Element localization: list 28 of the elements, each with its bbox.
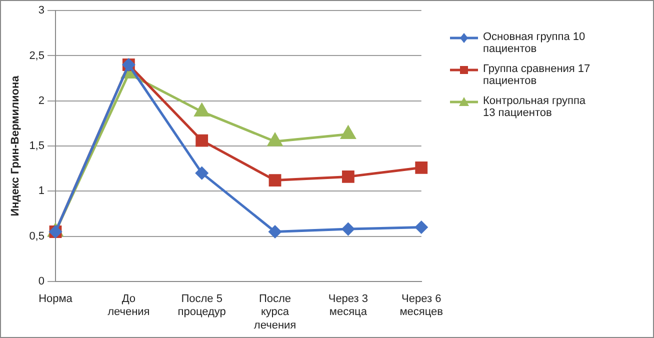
legend-label: Контрольная группа 13 пациентов	[483, 95, 587, 119]
point	[415, 161, 428, 174]
point	[268, 133, 282, 146]
x-tick-label: Норма	[38, 293, 74, 306]
x-tick-label: До лечения	[108, 293, 150, 318]
y-tick-label: 3	[38, 4, 44, 17]
x-tick-label: Через 3 месяца	[328, 293, 368, 318]
y-tick-label: 1,5	[29, 140, 44, 152]
y-tick-label: 2,5	[29, 50, 44, 62]
point	[415, 220, 428, 234]
x-tick-label: После курса лечения	[254, 293, 296, 332]
point	[194, 103, 210, 116]
legend-label: Основная группа 10 пациентов	[483, 31, 586, 55]
point	[268, 226, 282, 238]
point	[196, 166, 208, 180]
point	[268, 174, 282, 186]
point	[342, 170, 354, 183]
y-tick-label: 0	[38, 275, 44, 288]
legend-label: Группа сравнения 17 пациентов	[483, 63, 592, 87]
y-axis-title: Индекс Грин-Вермилиона	[10, 74, 22, 216]
y-tick-label: 2	[38, 94, 44, 107]
y-tick-label: 1	[38, 185, 44, 198]
x-tick-label: Через 6 месяцев	[400, 293, 444, 318]
point	[342, 222, 354, 236]
point	[340, 126, 356, 140]
point	[196, 134, 208, 147]
y-tick-label: 0,5	[29, 230, 44, 242]
x-tick-label: После 5 процедур	[178, 293, 226, 318]
